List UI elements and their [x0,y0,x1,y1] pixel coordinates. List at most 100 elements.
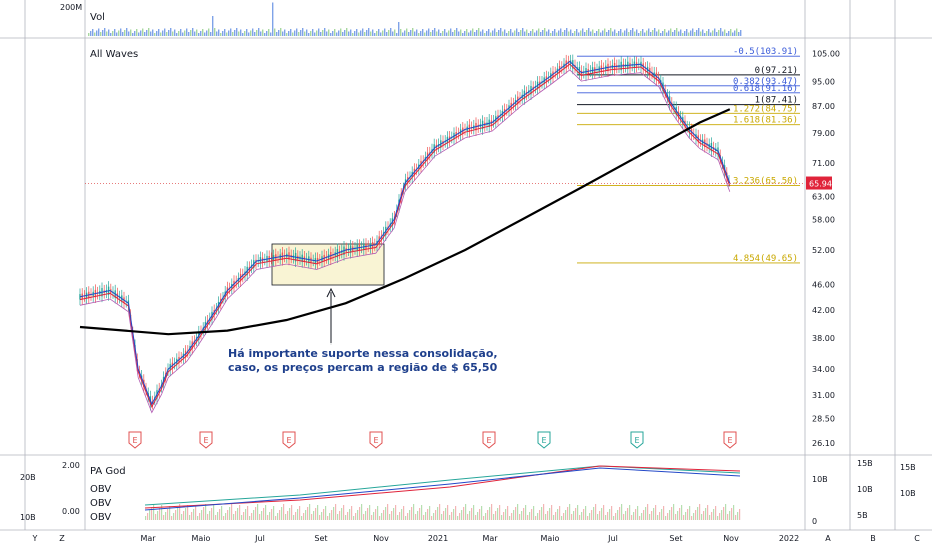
oscillator-bar [575,508,577,520]
oscillator-bar [687,509,689,520]
volume-bar [356,29,358,36]
volume-bar [490,32,492,36]
oscillator-bar [405,516,407,520]
x-tick-label: Nov [723,534,739,543]
oscillator-bar [655,505,657,520]
volume-bar [416,29,418,36]
oscillator-bar [369,505,371,520]
volume-bar [106,31,108,36]
volume-bar [538,28,540,36]
volume-bar [246,29,248,36]
volume-bar [506,33,508,36]
volume-bar [730,29,732,36]
volume-bar [342,32,344,36]
oscillator-bar [439,504,441,520]
oscillator-bar [579,515,581,520]
oscillator-bar [261,511,263,520]
volume-bar [700,31,702,36]
volume-bar [288,31,290,36]
volume-bar [390,28,392,36]
volume-bar [702,29,704,36]
volume-bar [558,30,560,36]
volume-bar [112,31,114,36]
volume-bar [318,28,320,36]
oscillator-bar [659,512,661,520]
volume-bar [442,31,444,36]
oscillator-bar [247,506,249,520]
oscillator-bar [459,513,461,520]
volume-bar [454,30,456,36]
volume-bar [320,32,322,36]
volume-bar [674,30,676,36]
oscillator-bar [507,506,509,520]
oscillator-bar [527,515,529,520]
volume-bar [658,29,660,36]
volume-bar [502,31,504,36]
volume-bar [344,30,346,36]
volume-bar [498,30,500,36]
volume-bar [574,31,576,36]
volume-bar [228,30,230,36]
volume-bar [710,32,712,36]
oscillator-bar [387,504,389,520]
volume-bar [244,31,246,36]
oscillator-bar [203,507,205,520]
volume-bar [308,33,310,36]
volume-bar [384,28,386,36]
volume-bar [596,31,598,36]
oscillator-bar [597,514,599,520]
volume-bar [430,32,432,36]
oscillator-bar [499,505,501,520]
volume-bar [572,33,574,36]
volume-bar [518,32,520,36]
x-tick-label: Jul [254,534,265,543]
oscillator-bar [631,515,633,520]
oscillator-bar [175,510,177,520]
oscillator-bar [419,508,421,520]
volume-bar [624,30,626,36]
volume-bar [354,31,356,36]
volume-bar [550,33,552,36]
volume-bar [632,28,634,36]
oscillator-bar [613,516,615,520]
y-tick-label: 87.00 [812,102,835,111]
volume-bar [294,30,296,36]
oscillator-bar [553,515,555,520]
volume-bar [336,32,338,36]
oscillator-bar [699,504,701,520]
oscillator-bar [673,504,675,520]
volume-bar [266,31,268,36]
oscillator-bar [727,514,729,520]
oscillator-bar [269,512,271,520]
volume-bar [256,30,258,36]
oscillator-bar [615,513,617,520]
oscillator-bar [633,512,635,520]
oscillator-bar [411,507,413,520]
oscillator-bar [209,511,211,520]
volume-bar [110,33,112,36]
ma-blue-line [79,60,731,406]
volume-bar [338,30,340,36]
oscillator-bar [183,511,185,520]
oscillator-bar [531,509,533,520]
ma-red-line [79,63,731,408]
oscillator-bar [401,509,403,520]
oscillator-bar [581,512,583,520]
oscillator-bar [729,511,731,520]
volume-bar [152,29,154,36]
obv-label: OBV [90,512,111,523]
oscillator-bar [547,511,549,520]
volume-bar [132,33,134,36]
volume-bar [296,28,298,36]
volume-bar [602,30,604,36]
oscillator-bar [701,514,703,520]
volume-bar [316,30,318,36]
volume-bar [560,28,562,36]
volume-bar [642,29,644,36]
volume-bar [478,28,480,36]
oscillator-bar [599,511,601,520]
oscillator-bar [393,508,395,520]
oscillator-bar [165,512,167,520]
y-tick-label: 34.00 [812,365,835,374]
oscillator-bar [249,516,251,520]
